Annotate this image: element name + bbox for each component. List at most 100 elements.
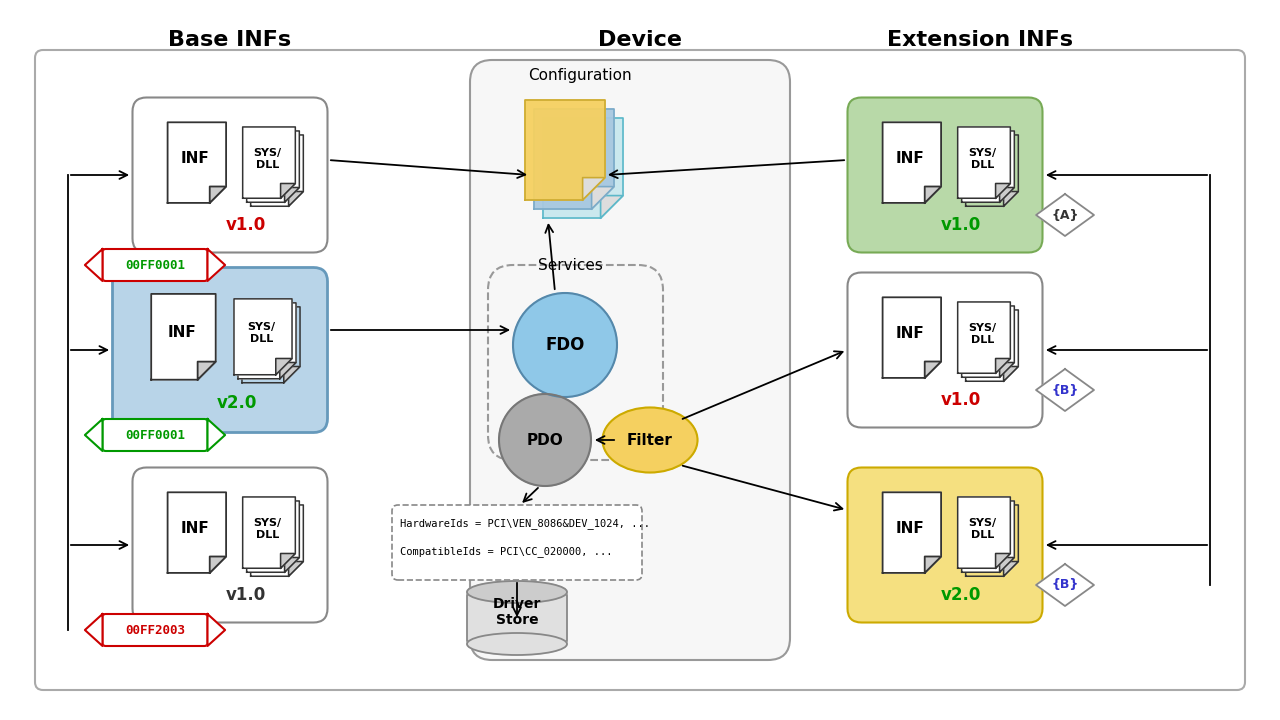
Polygon shape	[1004, 562, 1019, 576]
Text: Configuration: Configuration	[529, 68, 632, 83]
Polygon shape	[284, 187, 300, 202]
Polygon shape	[1000, 557, 1014, 572]
Polygon shape	[247, 131, 300, 202]
Polygon shape	[207, 419, 225, 451]
FancyBboxPatch shape	[392, 505, 643, 580]
Polygon shape	[210, 186, 227, 203]
Text: SYS/
DLL: SYS/ DLL	[969, 323, 997, 345]
Text: {A}: {A}	[1051, 209, 1079, 222]
Polygon shape	[996, 554, 1010, 568]
Polygon shape	[1004, 192, 1019, 206]
Circle shape	[499, 394, 591, 486]
Polygon shape	[525, 100, 605, 200]
Polygon shape	[151, 294, 216, 379]
Polygon shape	[1004, 366, 1019, 382]
Polygon shape	[288, 562, 303, 576]
Polygon shape	[284, 557, 300, 572]
Polygon shape	[251, 505, 303, 576]
FancyBboxPatch shape	[113, 268, 328, 433]
Text: INF: INF	[896, 151, 924, 166]
Text: v2.0: v2.0	[218, 394, 257, 412]
FancyBboxPatch shape	[847, 272, 1042, 428]
Text: HardwareIds = PCI\VEN_8086&DEV_1024, ...: HardwareIds = PCI\VEN_8086&DEV_1024, ...	[399, 518, 650, 529]
Polygon shape	[168, 492, 227, 573]
Polygon shape	[965, 135, 1019, 206]
Text: SYS/
DLL: SYS/ DLL	[253, 148, 282, 170]
Text: v1.0: v1.0	[941, 391, 980, 409]
FancyBboxPatch shape	[133, 97, 328, 253]
Ellipse shape	[603, 408, 698, 472]
Text: 00FF2003: 00FF2003	[125, 624, 186, 636]
Polygon shape	[961, 306, 1014, 377]
Polygon shape	[84, 419, 102, 451]
Polygon shape	[234, 299, 292, 374]
Polygon shape	[210, 557, 227, 573]
Text: Extension INFs: Extension INFs	[887, 30, 1073, 50]
Text: FDO: FDO	[545, 336, 585, 354]
Polygon shape	[924, 557, 941, 573]
Polygon shape	[1036, 369, 1094, 411]
Polygon shape	[197, 361, 216, 379]
Polygon shape	[1036, 564, 1094, 606]
Text: SYS/
DLL: SYS/ DLL	[969, 148, 997, 170]
FancyBboxPatch shape	[133, 467, 328, 623]
Polygon shape	[961, 501, 1014, 572]
Text: Base INFs: Base INFs	[169, 30, 292, 50]
Text: Device: Device	[598, 30, 682, 50]
FancyBboxPatch shape	[102, 419, 207, 451]
Text: SYS/
DLL: SYS/ DLL	[247, 323, 275, 344]
Polygon shape	[168, 122, 227, 203]
Polygon shape	[957, 302, 1010, 373]
FancyBboxPatch shape	[847, 97, 1042, 253]
Polygon shape	[883, 297, 941, 378]
Polygon shape	[207, 249, 225, 281]
Text: 00FF0001: 00FF0001	[125, 258, 186, 271]
FancyBboxPatch shape	[467, 592, 567, 644]
Text: Driver
Store: Driver Store	[493, 597, 541, 627]
Polygon shape	[1000, 362, 1014, 377]
Text: Services: Services	[538, 258, 603, 272]
Polygon shape	[965, 310, 1019, 382]
Polygon shape	[280, 362, 296, 379]
Polygon shape	[1000, 187, 1014, 202]
Text: {B}: {B}	[1051, 384, 1079, 397]
Polygon shape	[84, 249, 102, 281]
Polygon shape	[543, 118, 623, 218]
Text: CompatibleIds = PCI\CC_020000, ...: CompatibleIds = PCI\CC_020000, ...	[399, 546, 613, 557]
Polygon shape	[207, 614, 225, 646]
FancyBboxPatch shape	[470, 60, 790, 660]
Polygon shape	[243, 497, 296, 568]
Polygon shape	[84, 614, 102, 646]
Text: INF: INF	[180, 521, 210, 536]
Text: {B}: {B}	[1051, 578, 1079, 592]
Polygon shape	[288, 192, 303, 206]
Circle shape	[513, 293, 617, 397]
Text: v2.0: v2.0	[941, 585, 980, 603]
Polygon shape	[251, 135, 303, 206]
Polygon shape	[996, 184, 1010, 198]
Text: v1.0: v1.0	[225, 215, 266, 233]
Text: INF: INF	[168, 325, 196, 340]
Polygon shape	[242, 307, 300, 383]
Polygon shape	[238, 303, 296, 379]
Text: 00FF0001: 00FF0001	[125, 428, 186, 441]
FancyBboxPatch shape	[35, 50, 1245, 690]
Text: SYS/
DLL: SYS/ DLL	[253, 518, 282, 540]
FancyBboxPatch shape	[102, 614, 207, 646]
FancyBboxPatch shape	[102, 249, 207, 281]
Polygon shape	[275, 359, 292, 374]
Text: Filter: Filter	[627, 433, 673, 448]
Polygon shape	[924, 361, 941, 378]
Text: INF: INF	[180, 151, 210, 166]
Polygon shape	[957, 127, 1010, 198]
Polygon shape	[996, 359, 1010, 373]
Polygon shape	[961, 131, 1014, 202]
Text: INF: INF	[896, 521, 924, 536]
Ellipse shape	[467, 581, 567, 603]
Polygon shape	[280, 184, 296, 198]
Polygon shape	[883, 492, 941, 573]
Polygon shape	[243, 127, 296, 198]
Polygon shape	[965, 505, 1019, 576]
Polygon shape	[284, 366, 300, 383]
FancyBboxPatch shape	[847, 467, 1042, 623]
